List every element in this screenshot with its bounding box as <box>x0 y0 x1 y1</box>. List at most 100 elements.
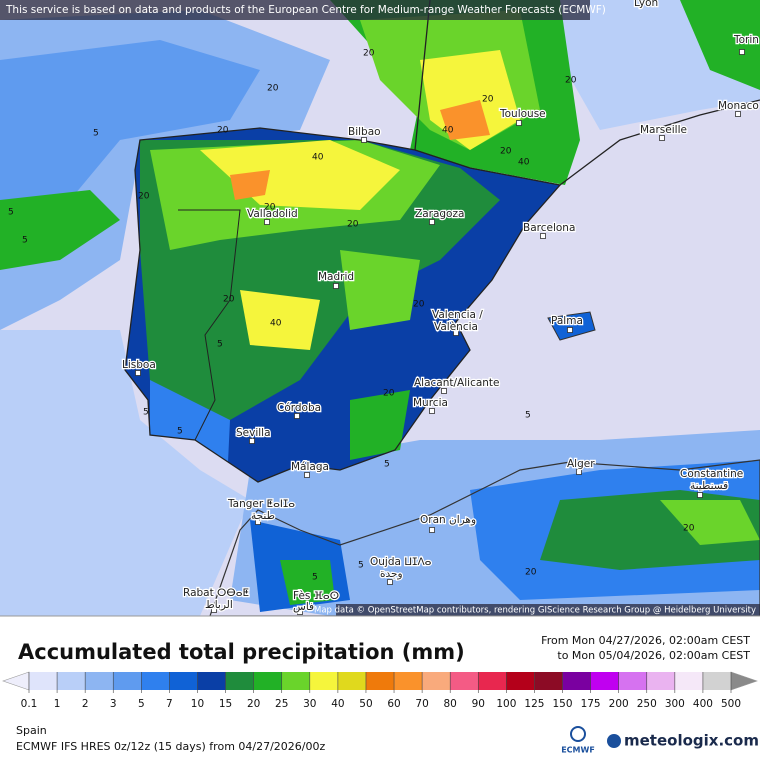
region: Spain <box>16 724 47 737</box>
city-marker <box>429 408 435 414</box>
colorbar-swatch <box>169 672 198 690</box>
contour-label: 20 <box>267 84 279 94</box>
ecmwf-logo: ECMWF <box>561 746 595 755</box>
precip-area <box>240 290 320 350</box>
contour-label: 20 <box>138 192 150 202</box>
meteologix-icon <box>607 734 621 748</box>
contour-label: 20 <box>683 524 695 534</box>
colorbar-swatch <box>365 672 395 690</box>
colorbar-tick-label: 200 <box>609 698 629 710</box>
colorbar-tick-label: 1 <box>54 698 61 710</box>
contour-label: 5 <box>93 129 99 139</box>
city-label: Valladolid <box>247 208 298 220</box>
city-marker <box>211 607 217 613</box>
colorbar-swatch <box>590 672 619 690</box>
city-label: Oujda ⵡⵊⴷⴰ <box>370 556 432 568</box>
precip-area <box>350 390 410 460</box>
colorbar-swatch <box>534 672 563 690</box>
city-marker <box>739 49 745 55</box>
colorbar-under <box>2 671 30 691</box>
colorbar-tick-label: 2 <box>82 698 89 710</box>
colorbar-tick-label: 300 <box>665 698 685 710</box>
colorbar-swatch <box>422 672 451 690</box>
city-marker <box>387 579 393 585</box>
city-label: Rabat ⵔⴱⴰⵟ <box>183 587 249 599</box>
contour-label: 40 <box>518 158 530 168</box>
colorbar-tick-label: 0.1 <box>21 698 38 710</box>
city-label: Bilbao <box>348 126 381 138</box>
colorbar-tick-label: 500 <box>721 698 741 710</box>
colorbar-tick-label: 80 <box>444 698 457 710</box>
contour-label: 5 <box>22 236 28 246</box>
precip-area <box>440 100 490 140</box>
border <box>178 209 241 441</box>
city-label: Barcelona <box>523 222 575 234</box>
colorbar-swatch <box>141 672 170 690</box>
contour-label: 20 <box>482 95 494 105</box>
city-marker <box>135 370 141 376</box>
city-marker <box>441 388 447 394</box>
colorbar-swatch <box>309 672 338 690</box>
colorbar-tick-label: 150 <box>552 698 572 710</box>
contour-label: 20 <box>217 126 229 136</box>
precip-area <box>340 250 420 330</box>
city-label: Madrid <box>318 271 354 283</box>
city-label: Tanger ⵟⴰⵏⵊⴰ <box>227 498 295 510</box>
city-label: قسنطينة <box>690 480 728 492</box>
contour-label: 5 <box>8 208 14 218</box>
contour-label: 20 <box>413 300 425 310</box>
colorbar-over <box>730 671 758 691</box>
period-to: to Mon 05/04/2026, 02:00am CEST <box>557 649 750 662</box>
contour-label: 5 <box>312 573 318 583</box>
precip-area <box>680 0 760 90</box>
colorbar: 0.1 1 2 3 5 7 10 15 20 25 30 40 50 60 70 80 90 100 125 150 1… <box>2 671 758 710</box>
colorbar-swatch <box>113 672 142 690</box>
city-label: Alger <box>567 458 595 470</box>
city-label: Zaragoza <box>415 208 464 220</box>
colorbar-tick-label: 125 <box>524 698 544 710</box>
city-marker <box>453 330 459 336</box>
colorbar-tick-label: 70 <box>415 698 428 710</box>
colorbar-swatch <box>506 672 535 690</box>
colorbar-swatch <box>618 672 647 690</box>
precip-area <box>0 190 120 270</box>
colorbar-tick-label: 30 <box>303 698 316 710</box>
city-marker <box>304 472 310 478</box>
precip-area <box>230 170 270 200</box>
colorbar-swatch <box>197 672 226 690</box>
city-label: Fès ⴼⴰⵙ <box>293 590 339 602</box>
city-label: Málaga <box>291 461 329 473</box>
city-marker <box>294 413 300 419</box>
coastline <box>414 0 760 186</box>
city-label: Toulouse <box>499 108 546 120</box>
colorbar-swatch <box>646 672 675 690</box>
colorbar-tick-label: 3 <box>110 698 117 710</box>
colorbar-swatch <box>85 672 114 690</box>
colorbar-tick-label: 10 <box>191 698 204 710</box>
colorbar-tick-label: 90 <box>472 698 485 710</box>
city-label: Murcia <box>413 397 448 409</box>
city-marker <box>297 609 303 615</box>
city-label: Alacant/Alicante <box>414 377 500 389</box>
contour-label: 20 <box>223 295 235 305</box>
city-marker <box>659 135 665 141</box>
city-marker <box>567 327 573 333</box>
attribution-bar <box>0 0 590 20</box>
contour-label: 20 <box>383 389 395 399</box>
colorbar-swatch <box>394 672 423 690</box>
city-label: Torin <box>733 34 759 46</box>
city-label: الرباط <box>205 599 233 611</box>
colorbar-tick-label: 100 <box>496 698 516 710</box>
colorbar-tick-label: 250 <box>637 698 657 710</box>
colorbar-swatch <box>450 672 479 690</box>
ecmwf-icon <box>570 726 586 742</box>
colorbar-tick-label: 25 <box>275 698 288 710</box>
precip-area <box>660 500 760 545</box>
city-label: Lyon <box>634 0 658 9</box>
city-marker <box>249 438 255 444</box>
contour-label: 5 <box>217 340 223 350</box>
legend-title: Accumulated total precipitation (mm) <box>18 640 465 664</box>
colorbar-tick-label: 5 <box>138 698 145 710</box>
